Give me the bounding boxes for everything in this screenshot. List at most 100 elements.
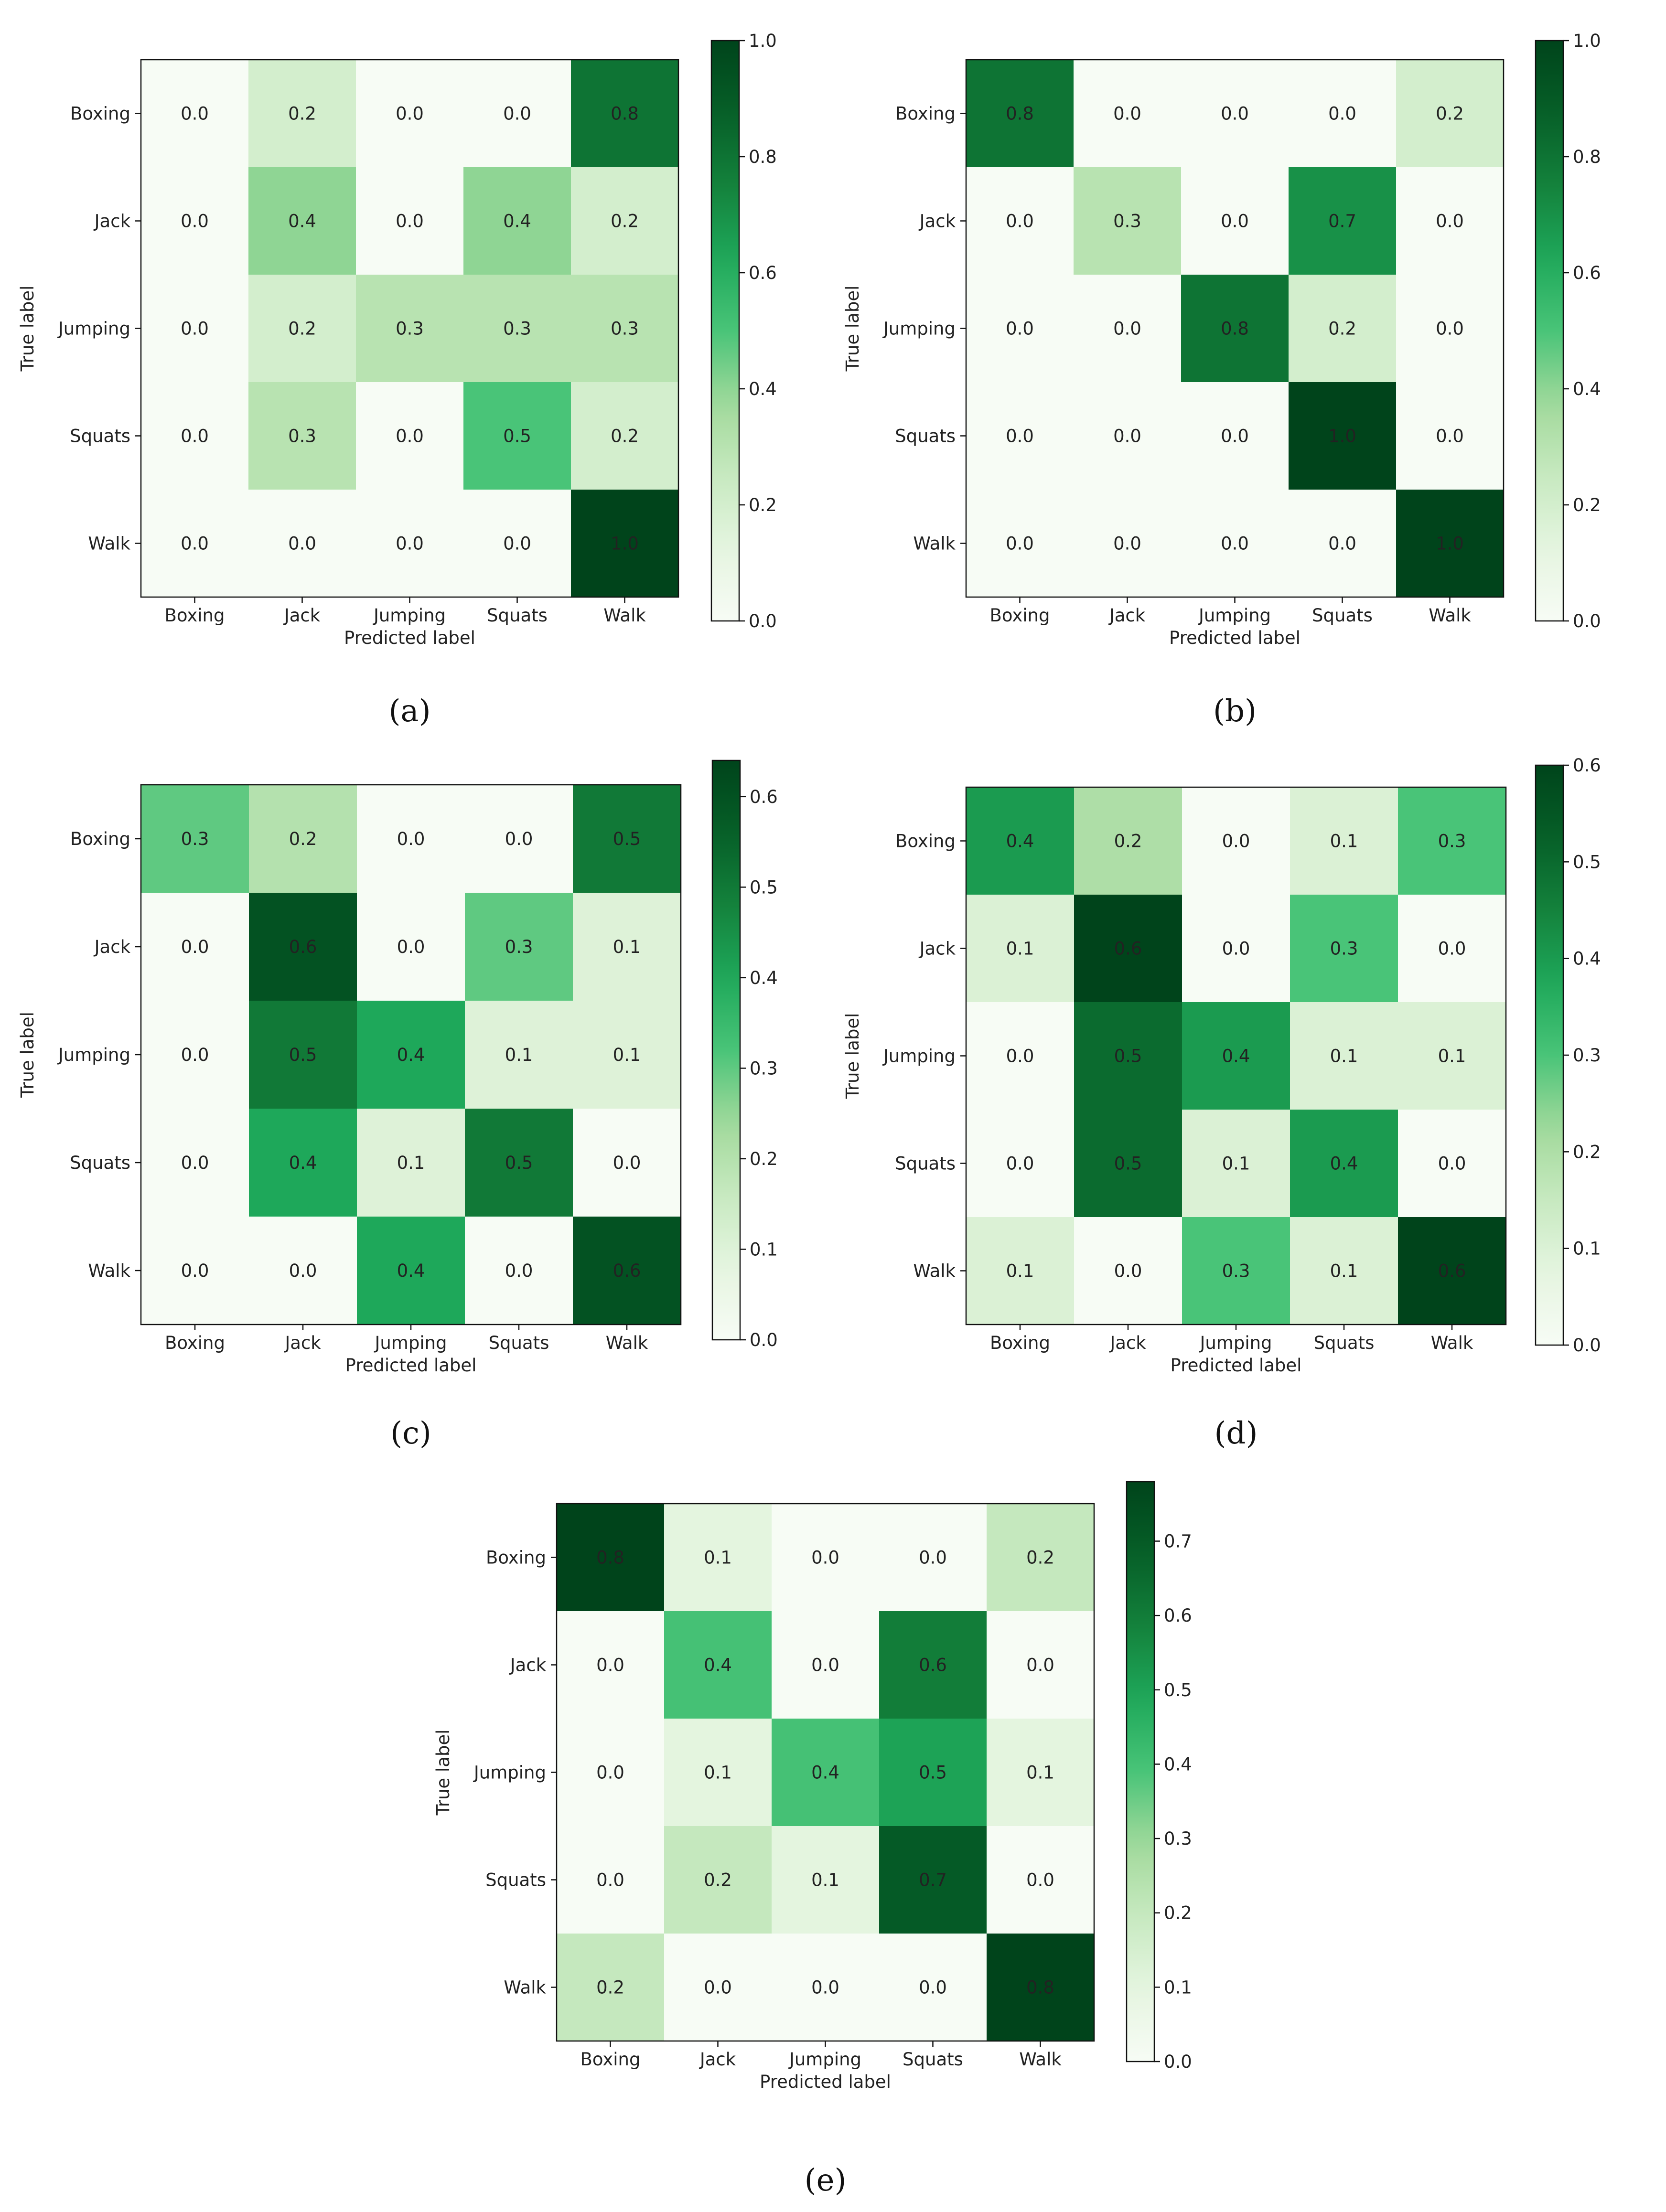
y-tick-label: Squats [485,1870,546,1891]
confusion-matrix-e: 0.8 0.1 0.0 0.0 0.2 0.0 0.4 0.0 0.6 0.0 0.0 0.1 0.4 0… [433,1481,1192,2198]
colorbar-tick-label: 0.6 [750,787,778,807]
heatmap-cell [1182,1217,1290,1325]
cell-value-label: 0.0 [1436,426,1464,447]
cell-value-label: 0.3 [505,937,533,957]
colorbar-tick-label: 0.0 [1573,611,1601,631]
heatmap-cell [1074,1217,1182,1325]
y-tick-label: Jumping [473,1763,546,1783]
heatmap-cell [465,893,573,1001]
cell-value-label: 0.2 [596,1977,624,1998]
cell-value-label: 0.0 [1026,1870,1054,1891]
cell-value-label: 0.4 [704,1655,732,1676]
colorbar-tick-label: 0.6 [1164,1605,1192,1626]
cell-value-label: 0.2 [1328,319,1356,339]
cell-value-label: 0.0 [1114,1261,1142,1282]
heatmap-cell [664,1719,772,1827]
heatmap-cell [249,1109,357,1217]
heatmap-cell [248,275,356,383]
heatmap-cell [1074,167,1182,275]
heatmap-cell [1074,1110,1182,1218]
heatmap-cell [1074,490,1182,598]
cell-value-label: 0.6 [289,937,317,957]
colorbar-tick-label: 0.6 [1573,263,1601,283]
y-tick-label: Jumping [57,1045,130,1065]
cell-value-label: 0.4 [1006,831,1034,852]
heatmap-cell [1398,1002,1506,1110]
heatmap-cell [573,1217,681,1325]
heatmap-cell [1398,895,1506,1003]
y-tick-label: Jack [94,937,131,957]
cell-value-label: 0.0 [596,1655,624,1676]
cell-value-label: 0.6 [1438,1261,1466,1282]
cell-value-label: 0.5 [503,426,531,447]
heatmap-cell [463,275,571,383]
y-tick-label: Jumping [882,319,956,339]
heatmap-cell [966,895,1075,1003]
x-axis-title: Predicted label [760,2072,891,2092]
heatmap-cell [249,893,357,1001]
cell-value-label: 0.4 [1330,1154,1358,1174]
colorbar-tick-label: 0.1 [1164,1977,1192,1998]
cell-value-label: 0.0 [181,937,209,957]
colorbar-tick-label: 0.1 [750,1239,778,1260]
heatmap-cell [966,1217,1075,1325]
heatmap-cell [141,382,249,490]
colorbar-tick-label: 0.2 [750,1149,778,1169]
y-tick-label: Boxing [70,829,130,849]
cell-value-label: 0.2 [704,1870,732,1891]
cell-value-label: 0.5 [505,1153,533,1173]
heatmap-cell [141,167,249,275]
x-axis-title: Predicted label [1169,628,1301,648]
heatmap-cell [987,1504,1095,1612]
colorbar-tick-label: 0.4 [1573,379,1601,399]
cell-value-label: 0.0 [1006,1154,1034,1174]
cell-value-label: 0.5 [613,829,641,849]
cell-value-label: 0.0 [1221,534,1249,554]
cell-value-label: 0.8 [1026,1977,1054,1998]
heatmap-cell [1182,895,1290,1003]
heatmap-cell [1290,787,1398,895]
cell-value-label: 0.0 [1026,1655,1054,1676]
heatmap-cell [772,1611,880,1719]
colorbar-tick-label: 0.3 [1573,1045,1601,1066]
cell-value-label: 0.6 [919,1655,947,1676]
cell-value-label: 0.1 [704,1763,732,1783]
heatmap-cell [1074,275,1182,383]
colorbar [711,759,741,1341]
cell-value-label: 0.1 [613,937,641,957]
panel-caption: (e) [805,2163,847,2198]
heatmap-cell [1396,490,1504,598]
colorbar [1535,40,1564,622]
heatmap-cell [1074,382,1182,490]
cell-value-label: 0.4 [289,1153,317,1173]
y-axis-title: True label [17,1012,38,1098]
y-tick-label: Squats [70,1153,130,1173]
cell-value-label: 0.0 [1006,534,1034,554]
cell-value-label: 0.3 [1330,939,1358,959]
x-tick-label: Walk [1019,2049,1062,2070]
cell-value-label: 0.0 [1221,211,1249,232]
colorbar-tick-label: 0.3 [750,1058,778,1079]
heatmap-cell [573,1001,681,1109]
y-axis-title: True label [433,1730,453,1816]
y-axis-title: True label [842,286,863,372]
x-tick-label: Boxing [165,1333,225,1353]
cell-value-label: 0.6 [1114,939,1142,959]
y-tick-label: Jack [509,1655,547,1676]
heatmap-cell [1074,1002,1182,1110]
heatmap-cell [879,1826,987,1934]
heatmap-cell [1289,167,1397,275]
panel-caption: (b) [1213,694,1257,729]
x-tick-label: Jumping [788,2049,861,2070]
heatmap-cell [356,490,464,598]
heatmap-cell [356,60,464,168]
heatmap-cell [966,490,1074,598]
cell-value-label: 0.4 [811,1763,839,1783]
cell-value-label: 0.8 [596,1548,624,1568]
heatmap-cell [248,167,356,275]
heatmap-cell [1290,1110,1398,1218]
cell-value-label: 0.0 [1221,426,1249,447]
colorbar-tick-label: 0.6 [749,263,777,283]
colorbar-tick-label: 0.2 [1573,495,1601,515]
cell-value-label: 0.0 [1328,104,1356,124]
